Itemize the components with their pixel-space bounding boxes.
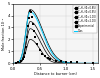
Point — [39, 50, 40, 51]
Point — [15, 62, 17, 63]
Point — [24, 52, 26, 53]
Point — [29, 10, 31, 11]
Point — [34, 30, 35, 32]
Point — [60, 61, 62, 62]
X-axis label: Distance to burner (cm): Distance to burner (cm) — [34, 72, 77, 76]
Point — [20, 60, 22, 62]
Point — [84, 62, 86, 63]
Point — [23, 56, 25, 57]
Point — [26, 36, 28, 38]
Point — [28, 17, 30, 19]
Point — [32, 23, 34, 24]
Point — [22, 58, 23, 60]
Point — [18, 62, 19, 63]
Point — [31, 16, 33, 17]
Point — [65, 61, 67, 63]
Point — [71, 62, 72, 63]
Point — [30, 11, 32, 13]
Point — [44, 56, 46, 57]
Point — [42, 53, 43, 54]
Point — [36, 44, 38, 45]
Legend: C₂H₄ (Φ=0.85), C₂H₄ (Φ=0.95), C₂H₄ (Φ=1.00), C₂H₄ (Φ=2.00), Experimental, Dias: C₂H₄ (Φ=0.85), C₂H₄ (Φ=0.95), C₂H₄ (Φ=1.… — [73, 5, 97, 33]
Point — [92, 62, 93, 63]
Point — [55, 60, 56, 61]
Point — [35, 36, 36, 38]
Point — [27, 26, 29, 27]
Point — [47, 57, 48, 59]
Y-axis label: Mole fraction 10⁻³: Mole fraction 10⁻³ — [2, 17, 6, 50]
Point — [49, 58, 51, 60]
Point — [76, 62, 78, 63]
Point — [25, 46, 27, 47]
